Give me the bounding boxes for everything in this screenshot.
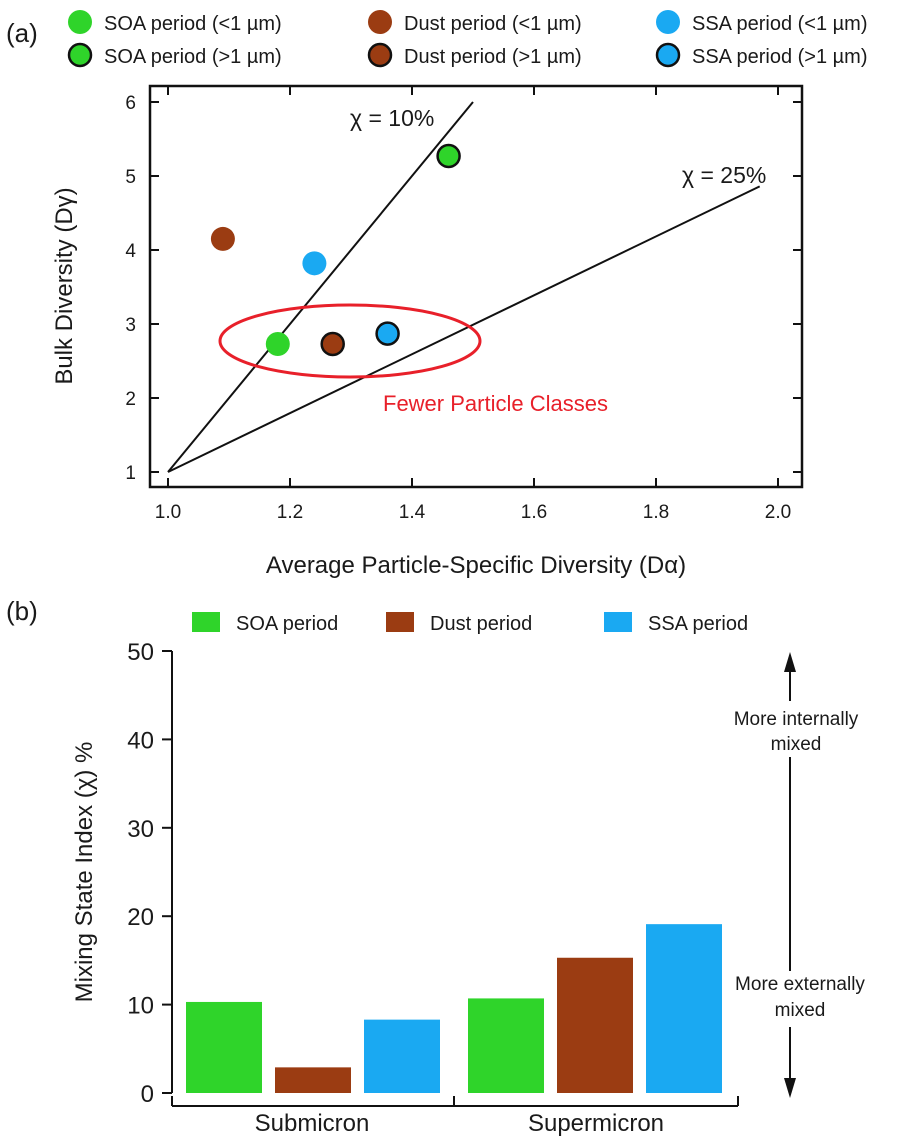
fewer-classes-annotation: Fewer Particle Classes [383,391,608,416]
y-axis-label-b: Mixing State Index (χ) % [71,742,98,1003]
y-tick-label-a: 4 [125,241,136,262]
scatter-point [302,251,327,276]
scatter-point [436,143,461,169]
arrow-up-icon [784,652,796,672]
scatter-point [375,321,400,346]
legend-marker [655,42,681,68]
y-tick-label-b: 10 [127,993,154,1020]
y-tick-label-a: 3 [125,315,136,336]
y-tick-label-a: 2 [125,389,136,410]
y-tick-label-b: 50 [127,639,154,666]
y-tick-label-a: 5 [125,167,136,188]
external-annotation-line2: mixed [775,1000,826,1021]
bar [186,1001,262,1093]
arrow-down-icon [784,1078,796,1098]
annotation-bg-external [722,971,878,1027]
reference-lines: χ = 10% χ = 25% [167,101,766,473]
x-tick-label-a: 1.6 [521,502,547,523]
bar [275,1067,351,1093]
y-tick-label-b: 0 [141,1081,154,1108]
internal-annotation-line1: More internally [734,709,859,730]
bars [186,924,722,1093]
x-axis-label-a: Average Particle-Specific Diversity (Dα) [266,552,686,579]
bar [646,924,722,1093]
x-tick-label-a: 1.8 [643,502,669,523]
legend-marker [368,10,392,34]
legend-marker [67,42,93,68]
y-tick-label-b: 30 [127,816,154,843]
legend-b: SOA period Dust period SSA period [192,612,748,635]
x-tick-label-a: 1.0 [155,502,181,523]
bar [557,957,633,1093]
legend-marker [367,42,393,68]
x-tick-label-a: 1.2 [277,502,303,523]
y-tick-label-a: 6 [125,93,136,114]
plot-area-a [148,84,804,489]
category-label-submicron: Submicron [255,1110,370,1137]
legend-label: SOA period [236,613,338,635]
annotation-bg-internal [708,701,874,757]
scatter-point [265,331,290,356]
y-tick-label-b: 20 [127,904,154,931]
legend-label: Dust period (<1 µm) [404,13,582,35]
legend-label: SSA period (<1 µm) [692,13,868,35]
axes-b-ticks: 0 10 20 30 40 50 [127,639,172,1108]
legend-label: SSA period (>1 µm) [692,46,868,68]
legend-label: SOA period (>1 µm) [104,46,282,68]
x-tick-label-a: 1.4 [399,502,426,523]
scatter-point [210,226,235,251]
y-tick-label-b: 40 [127,727,154,754]
internal-annotation-line2: mixed [771,734,822,755]
legend-label: Dust period (>1 µm) [404,46,582,68]
legend-marker [68,10,92,34]
reference-line-label: χ = 25% [682,162,766,188]
axes-a-ticks: 1.0 1.2 1.4 1.6 1.8 2.0 1 2 3 4 5 6 [125,86,802,523]
legend-a: SOA period (<1 µm) Dust period (<1 µm) SSA… [67,10,868,68]
legend-label: SOA period (<1 µm) [104,13,282,35]
y-axis-label-a: Bulk Diversity (Dγ) [51,187,78,384]
panel-a-label: (a) [6,18,38,48]
legend-swatch [604,612,632,632]
bar [364,1019,440,1093]
legend-swatch [192,612,220,632]
legend-swatch [386,612,414,632]
legend-label: SSA period [648,613,748,635]
bar [468,998,544,1093]
reference-line [167,101,474,473]
category-label-supermicron: Supermicron [528,1110,664,1137]
legend-marker [656,10,680,34]
scatter-points [210,143,461,357]
panel-b-label: (b) [6,596,38,626]
external-annotation-line1: More externally [735,974,865,995]
fewer-classes-ellipse [218,303,482,379]
y-tick-label-a: 1 [125,463,136,484]
x-tick-label-a: 2.0 [765,502,791,523]
reference-line-label: χ = 10% [350,105,434,131]
legend-label: Dust period [430,613,532,635]
scatter-point [320,331,345,357]
reference-line [167,185,761,473]
